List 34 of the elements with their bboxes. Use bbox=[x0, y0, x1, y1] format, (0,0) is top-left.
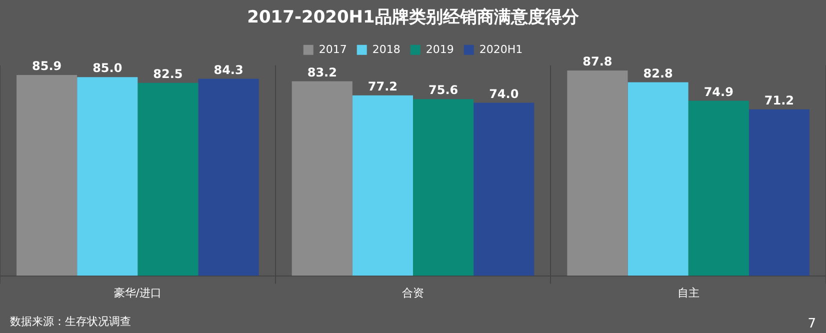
bar bbox=[352, 95, 413, 276]
bar bbox=[567, 70, 628, 276]
bar bbox=[474, 102, 534, 276]
data-label: 83.2 bbox=[307, 65, 337, 80]
legend-label: 2020H1 bbox=[479, 42, 523, 56]
chart-title: 2017-2020H1品牌类别经销商满意度得分 bbox=[247, 8, 580, 28]
legend-label: 2017 bbox=[318, 42, 347, 56]
x-tick-label: 豪华/进口 bbox=[114, 286, 162, 300]
bar bbox=[628, 82, 688, 276]
bar bbox=[748, 109, 810, 276]
bar bbox=[138, 82, 198, 276]
data-label: 77.2 bbox=[368, 79, 398, 94]
data-label: 71.2 bbox=[764, 93, 794, 108]
legend-label: 2019 bbox=[426, 42, 454, 56]
bar bbox=[292, 81, 352, 276]
bar bbox=[77, 77, 138, 276]
bar bbox=[16, 74, 78, 276]
bar bbox=[413, 99, 474, 276]
data-label: 82.8 bbox=[643, 66, 673, 80]
data-label: 82.5 bbox=[153, 67, 183, 82]
data-label: 85.0 bbox=[92, 61, 122, 76]
legend-label: 2018 bbox=[372, 42, 400, 56]
data-label: 74.0 bbox=[489, 86, 519, 101]
bar bbox=[688, 100, 749, 276]
data-label: 87.8 bbox=[582, 54, 612, 69]
data-label: 74.9 bbox=[704, 84, 734, 99]
x-tick-label: 自主 bbox=[677, 286, 700, 300]
x-tick-label: 合资 bbox=[402, 286, 424, 300]
data-label: 85.9 bbox=[32, 59, 62, 74]
data-label: 84.3 bbox=[214, 62, 244, 77]
bar bbox=[198, 78, 259, 276]
source-note: 数据来源：生存状况调查 bbox=[10, 314, 131, 328]
text: 7 bbox=[808, 316, 816, 332]
data-label: 75.6 bbox=[428, 83, 458, 98]
